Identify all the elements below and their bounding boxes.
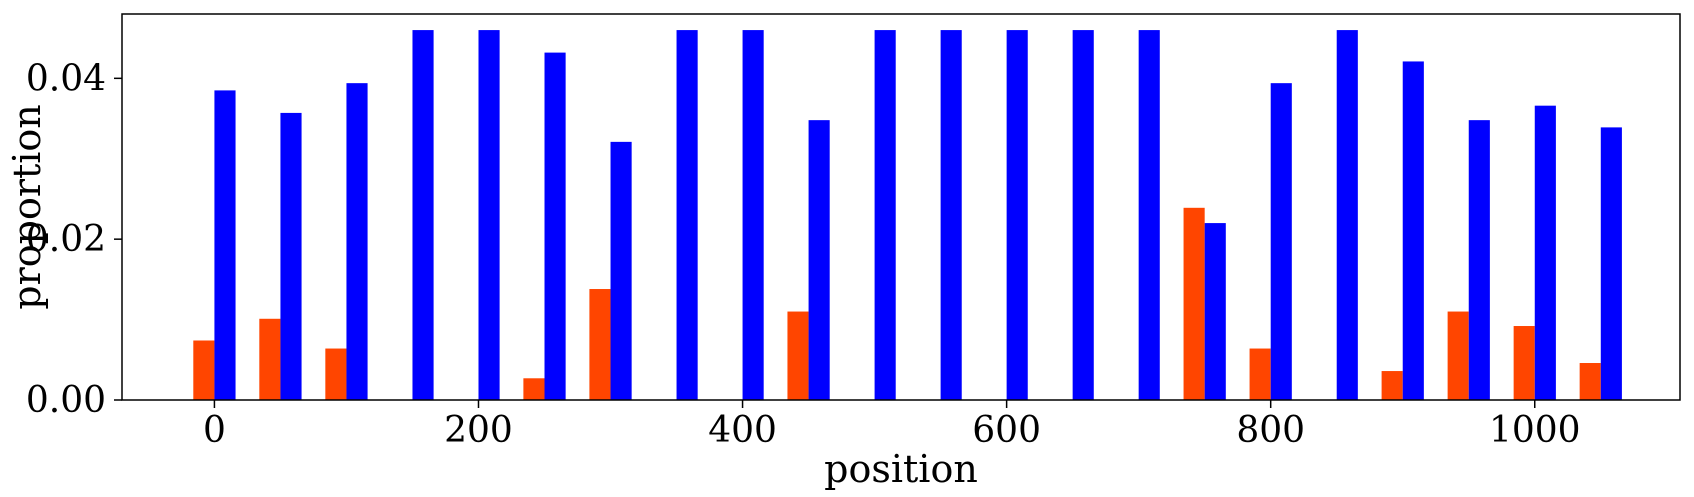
bar-s1-750 [1204, 223, 1226, 400]
bar-s0-900 [1381, 371, 1403, 400]
bar-s1-650 [1072, 30, 1094, 400]
bar-s1-350 [676, 30, 698, 400]
bar-s1-1000 [1534, 105, 1556, 401]
bar-s1-1050 [1600, 127, 1622, 400]
bar-s0-300 [589, 289, 611, 400]
bar-s1-700 [1138, 30, 1160, 400]
bar-s0-100 [325, 348, 347, 400]
bar-s1-950 [1468, 120, 1490, 401]
x-tick-label: 800 [1236, 410, 1305, 451]
bar-s0-1050 [1579, 363, 1601, 400]
x-tick-label: 600 [972, 410, 1041, 451]
bar-s0-750 [1183, 207, 1205, 400]
bar-s1-850 [1336, 30, 1358, 400]
bar-s0-250 [523, 378, 545, 400]
x-tick-label: 400 [708, 410, 777, 451]
bar-s1-400 [742, 30, 764, 400]
bar-s1-50 [280, 112, 302, 400]
x-tick-label: 0 [203, 410, 226, 451]
x-axis-label: position [824, 447, 978, 491]
x-tick-label: 200 [444, 410, 513, 451]
bar-s0-0 [193, 340, 215, 400]
bar-s0-50 [259, 318, 281, 400]
bar-s1-450 [808, 120, 830, 401]
bar-s1-300 [610, 141, 632, 401]
bar-s1-100 [346, 83, 368, 401]
x-axis-ticks: 0 200 400 600 800 1000 [203, 400, 1581, 451]
y-tick-label: 0.04 [26, 58, 106, 99]
bar-s1-0 [214, 90, 236, 400]
x-tick-label: 1000 [1489, 410, 1581, 451]
bar-s0-950 [1447, 311, 1469, 400]
bars-group [193, 30, 1622, 401]
bar-s1-550 [940, 30, 962, 400]
y-tick-label: 0.00 [26, 380, 106, 421]
bar-s1-250 [544, 52, 566, 400]
y-axis-label: proportion [5, 104, 49, 310]
bar-s1-150 [412, 30, 434, 400]
y-tick-label: 0.02 [26, 219, 106, 260]
y-axis-ticks: 0.00 0.02 0.04 [26, 58, 122, 421]
bar-s0-800 [1249, 348, 1271, 400]
bar-s1-200 [478, 30, 500, 400]
plot-frame [121, 13, 1681, 401]
bar-s0-1000 [1513, 326, 1535, 400]
bar-s0-450 [787, 311, 809, 400]
bar-s1-500 [874, 30, 896, 400]
bar-s1-900 [1402, 61, 1424, 401]
bar-s1-800 [1270, 83, 1292, 401]
bar-s1-600 [1006, 30, 1028, 400]
